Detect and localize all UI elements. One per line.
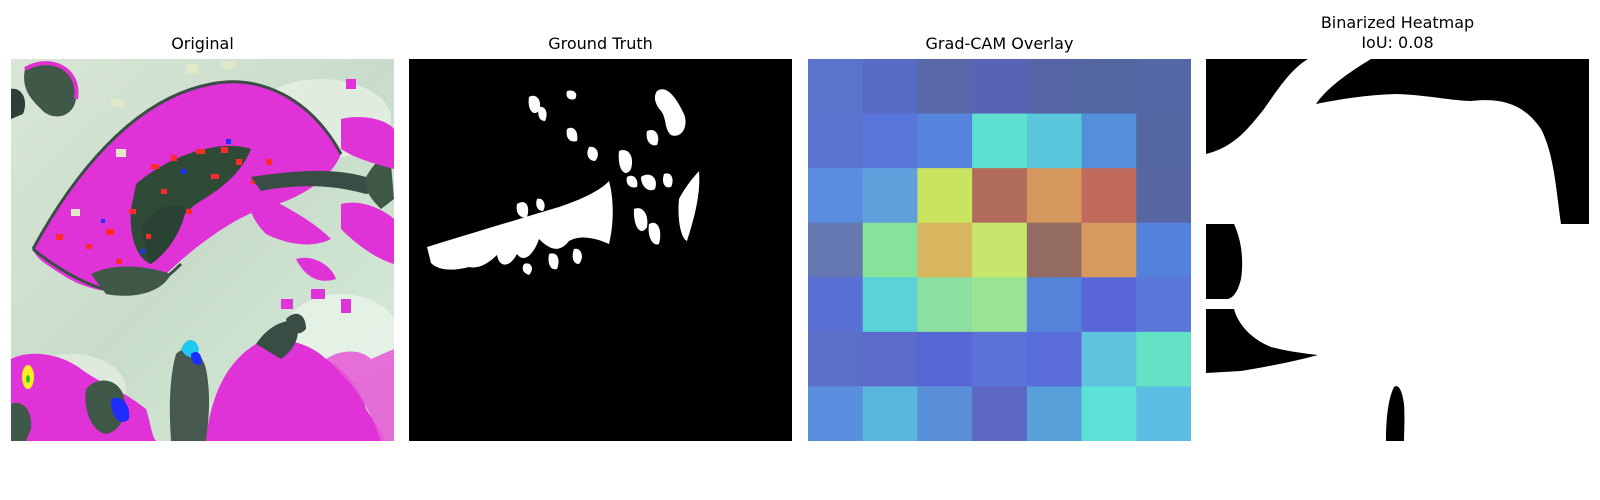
gradcam-cell-r3-c5 <box>1081 222 1137 278</box>
gradcam-cell-r0-c0 <box>808 59 864 115</box>
gradcam-cell-r6-c1 <box>862 386 919 441</box>
gradcam-cell-r6-c3 <box>972 386 1028 441</box>
gradcam-cell-r5-c2 <box>917 331 973 388</box>
gradcam-cell-r6-c4 <box>1026 386 1083 441</box>
gradcam-cell-r1-c1 <box>862 113 919 169</box>
gradcam-cell-r1-c3 <box>972 113 1028 169</box>
iou-score-label: IoU: 0.08 <box>1361 33 1434 52</box>
gradcam-cell-r5-c0 <box>808 331 864 388</box>
gradcam-heatmap-grid <box>808 59 1191 441</box>
panel-title-binarized-heatmap: Binarized Heatmap <box>1320 13 1475 32</box>
original-image-panel <box>11 59 394 441</box>
gradcam-cell-r1-c2 <box>917 113 973 169</box>
gradcam-cell-r4-c5 <box>1081 277 1137 333</box>
panel-title-original: Original <box>171 34 234 53</box>
gradcam-cell-r3-c4 <box>1026 222 1083 278</box>
gradcam-cell-r3-c0 <box>808 222 864 278</box>
panel-title-gradcam-overlay: Grad-CAM Overlay <box>925 34 1074 53</box>
gradcam-cell-r5-c3 <box>972 331 1028 388</box>
gradcam-cell-r0-c4 <box>1026 59 1083 115</box>
gradcam-cell-r1-c0 <box>808 113 864 169</box>
gradcam-cell-r3-c2 <box>917 222 973 278</box>
gradcam-cell-r1-c6 <box>1136 113 1191 169</box>
gradcam-cell-r1-c4 <box>1026 113 1083 169</box>
gradcam-cell-r3-c1 <box>862 222 919 278</box>
ground-truth-mask <box>409 59 792 441</box>
gradcam-cell-r4-c4 <box>1026 277 1083 333</box>
gradcam-cell-r2-c3 <box>972 168 1028 224</box>
gradcam-cell-r4-c3 <box>972 277 1028 333</box>
gradcam-cell-r0-c5 <box>1081 59 1137 115</box>
gradcam-cell-r2-c6 <box>1136 168 1191 224</box>
original-leaf-image <box>11 59 394 441</box>
gradcam-cell-r4-c1 <box>862 277 919 333</box>
gradcam-cell-r6-c6 <box>1136 386 1191 441</box>
binarized-heatmap-mask <box>1206 59 1589 441</box>
gradcam-cell-r2-c2 <box>917 168 973 224</box>
gradcam-cell-r3-c6 <box>1136 222 1191 278</box>
gradcam-cell-r6-c0 <box>808 386 864 441</box>
binarized-heatmap-panel <box>1206 59 1589 441</box>
gradcam-cell-r2-c0 <box>808 168 864 224</box>
gradcam-cell-r2-c4 <box>1026 168 1083 224</box>
gradcam-cell-r5-c1 <box>862 331 919 388</box>
gradcam-cell-r2-c1 <box>862 168 919 224</box>
gradcam-cell-r0-c6 <box>1136 59 1191 115</box>
gradcam-cell-r1-c5 <box>1081 113 1137 169</box>
gradcam-cell-r4-c2 <box>917 277 973 333</box>
panel-title-ground-truth: Ground Truth <box>548 34 653 53</box>
gradcam-cell-r4-c6 <box>1136 277 1191 333</box>
gradcam-cell-r0-c3 <box>972 59 1028 115</box>
ground-truth-mask-panel <box>409 59 792 441</box>
gradcam-cell-r5-c5 <box>1081 331 1137 388</box>
gradcam-cell-r6-c5 <box>1081 386 1137 441</box>
gradcam-cell-r3-c3 <box>972 222 1028 278</box>
gradcam-cell-r5-c4 <box>1026 331 1083 388</box>
gradcam-cell-r0-c1 <box>862 59 919 115</box>
gradcam-cell-r2-c5 <box>1081 168 1137 224</box>
gradcam-cell-r6-c2 <box>917 386 973 441</box>
gradcam-cell-r4-c0 <box>808 277 864 333</box>
gradcam-cell-r5-c6 <box>1136 331 1191 388</box>
gradcam-overlay-panel <box>808 59 1191 441</box>
gradcam-cell-r0-c2 <box>917 59 973 115</box>
